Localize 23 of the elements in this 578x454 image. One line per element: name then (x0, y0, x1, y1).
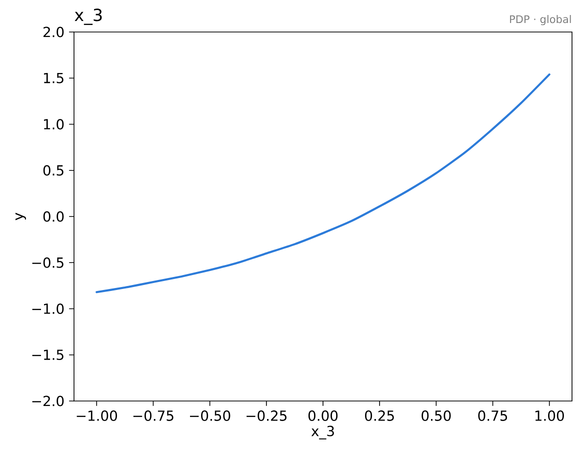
line-series (96, 73, 550, 294)
y-axis-title: y (15, 212, 26, 220)
y-tick-label: −0.5 (32, 257, 64, 268)
x-tick-label: −0.25 (246, 410, 286, 421)
y-tick-label: 2.0 (43, 26, 64, 38)
x-tick-label: 0.75 (478, 410, 508, 421)
y-tick-label: −2.0 (32, 396, 64, 406)
x-tick-label: 1.00 (535, 410, 564, 421)
x-tick-label: 0.50 (422, 410, 451, 421)
y-tick-label: 1.5 (44, 72, 64, 84)
y-tick-label: 0.5 (43, 165, 64, 176)
x-tick-label: 0.00 (308, 410, 338, 421)
y-tick-label: 0.0 (43, 211, 64, 222)
chart-subtitle: PDP · global (510, 15, 571, 26)
x-tick-label: 0.25 (365, 410, 394, 421)
x-tick-label: −0.50 (190, 410, 230, 421)
x-tick-label: −1.00 (76, 410, 118, 421)
x-tick-label: −0.75 (133, 410, 174, 421)
y-tick-label: 1.0 (44, 118, 64, 130)
y-tick-label: −1.0 (32, 303, 64, 314)
y-tick-label: −1.5 (32, 350, 64, 360)
chart-title: x_3 (74, 8, 102, 25)
x-axis-title: x_3 (311, 426, 334, 440)
